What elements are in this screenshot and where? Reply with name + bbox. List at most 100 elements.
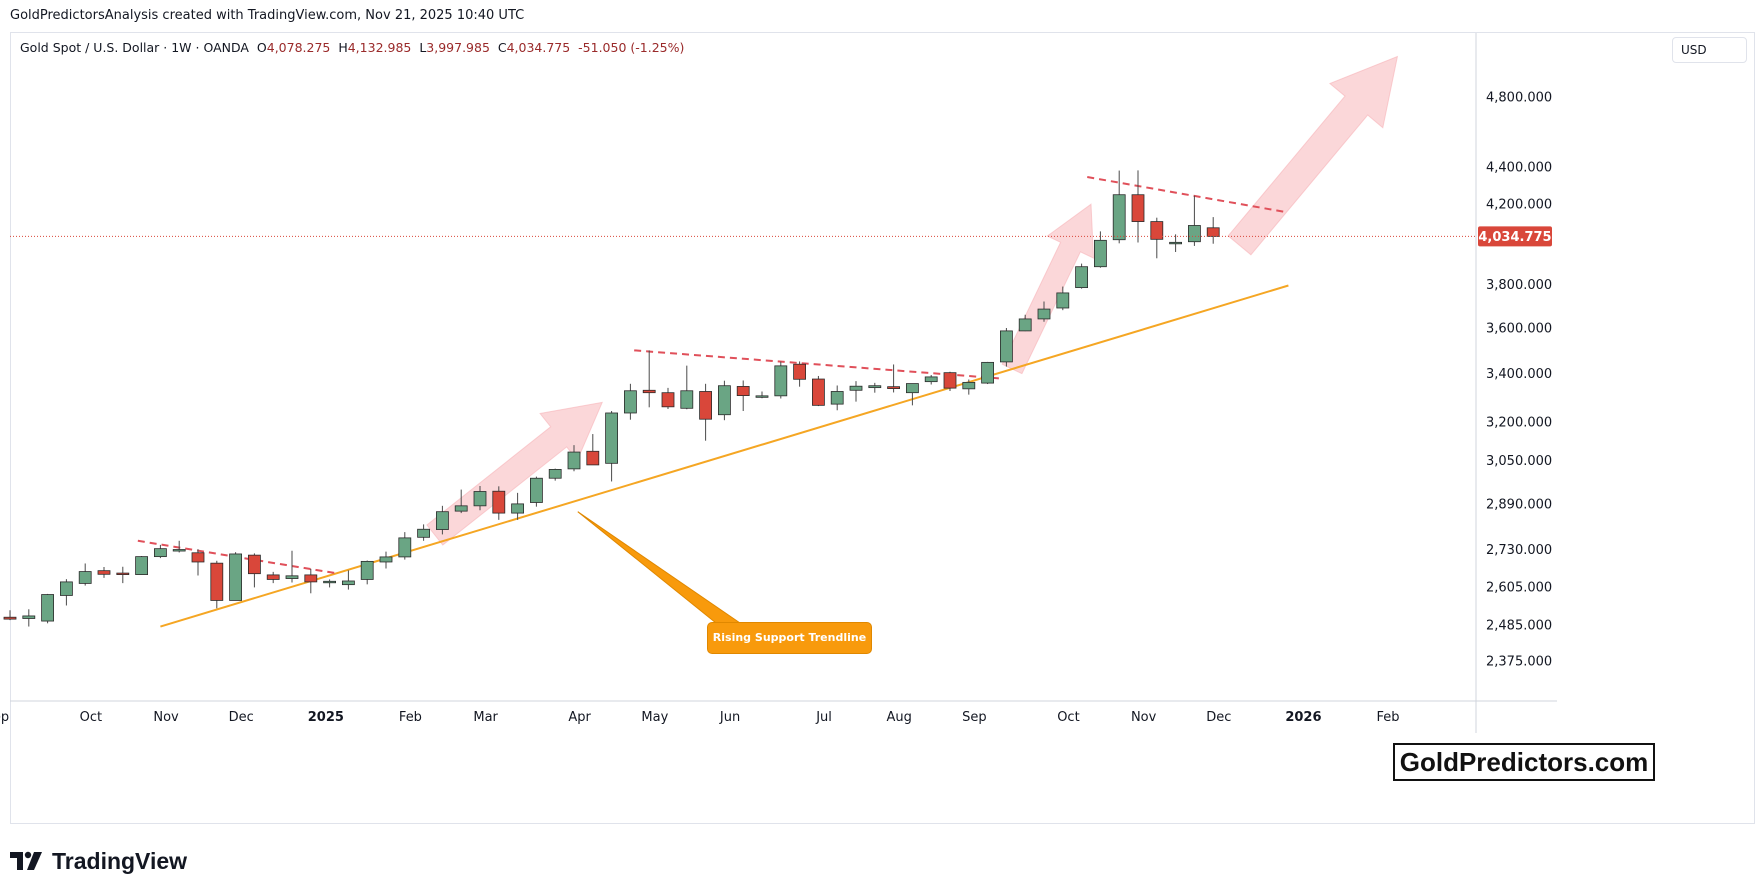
resistance-trendline[interactable] — [1087, 176, 1285, 213]
candle[interactable] — [266, 571, 280, 584]
candle-body — [755, 395, 769, 398]
candle-body — [60, 581, 73, 596]
candle[interactable] — [548, 468, 562, 481]
candle[interactable] — [454, 489, 468, 514]
candle[interactable] — [60, 579, 73, 606]
currency-button[interactable]: USD — [1672, 37, 1747, 63]
candle-body — [78, 571, 92, 584]
candle[interactable] — [360, 560, 374, 585]
candle-body — [22, 615, 36, 619]
candle[interactable] — [718, 380, 731, 421]
candle[interactable] — [1112, 170, 1126, 244]
candle[interactable] — [323, 579, 337, 588]
candle[interactable] — [1188, 195, 1201, 246]
candle[interactable] — [341, 570, 355, 590]
candle[interactable] — [435, 505, 449, 535]
candle[interactable] — [1000, 328, 1013, 367]
candle[interactable] — [1075, 263, 1088, 289]
candle[interactable] — [812, 375, 825, 407]
candle[interactable] — [304, 568, 318, 594]
candle[interactable] — [924, 375, 938, 385]
candle[interactable] — [830, 385, 844, 411]
candle[interactable] — [868, 382, 882, 393]
candle[interactable] — [680, 365, 694, 410]
candle[interactable] — [78, 563, 92, 586]
candle-body — [793, 363, 806, 380]
price-line-group: 4,034.775 — [10, 226, 1552, 247]
candle[interactable] — [116, 566, 130, 584]
candle[interactable] — [981, 361, 994, 385]
time-tick-label: Sep — [962, 710, 987, 725]
candle-body — [172, 549, 186, 552]
time-tick-label: Sep — [0, 710, 9, 725]
candle-body — [924, 376, 938, 383]
candle[interactable] — [22, 609, 36, 627]
candle[interactable] — [1131, 170, 1145, 243]
candle[interactable] — [943, 371, 957, 392]
candle[interactable] — [530, 476, 543, 507]
candle-body — [473, 491, 487, 507]
candle[interactable] — [191, 549, 205, 576]
candle[interactable] — [774, 361, 788, 399]
candle[interactable] — [511, 492, 525, 520]
candle[interactable] — [605, 411, 618, 482]
time-tick-label: Aug — [887, 710, 912, 725]
candle[interactable] — [1206, 217, 1220, 244]
candle[interactable] — [473, 486, 487, 511]
candle[interactable] — [229, 552, 243, 601]
candle[interactable] — [736, 380, 750, 412]
candle[interactable] — [1169, 234, 1182, 252]
time-tick-label: Oct — [80, 710, 102, 725]
candle-body — [341, 580, 355, 586]
candle[interactable] — [210, 560, 224, 609]
candle[interactable] — [172, 540, 186, 553]
candle-body — [210, 562, 224, 601]
candle[interactable] — [379, 551, 393, 569]
time-tick-label: Feb — [399, 710, 422, 725]
candle-body — [1112, 194, 1126, 241]
candle[interactable] — [41, 593, 54, 624]
candle[interactable] — [642, 350, 656, 408]
time-tick-label: Dec — [1206, 710, 1231, 725]
candle[interactable] — [398, 532, 412, 560]
candle[interactable] — [586, 434, 600, 466]
candle[interactable] — [887, 364, 900, 393]
candle[interactable] — [3, 610, 17, 621]
resistance-trendline[interactable] — [634, 349, 999, 380]
candle[interactable] — [793, 361, 806, 387]
candle-body — [398, 537, 412, 558]
close-value: 4,034.775 — [506, 40, 571, 55]
candle[interactable] — [849, 381, 863, 402]
candle[interactable] — [417, 524, 431, 541]
candle[interactable] — [699, 383, 712, 441]
candle[interactable] — [1018, 314, 1032, 332]
last-price-badge-text: 4,034.775 — [1478, 230, 1551, 245]
candle-body — [1206, 227, 1220, 237]
candle[interactable] — [1094, 231, 1107, 268]
candle[interactable] — [135, 556, 149, 575]
candle[interactable] — [1056, 286, 1070, 311]
candle[interactable] — [567, 445, 581, 472]
candle-body — [1075, 266, 1088, 289]
candle[interactable] — [97, 567, 111, 578]
support-trendline[interactable] — [160, 284, 1289, 628]
candle[interactable] — [755, 391, 769, 399]
candle[interactable] — [247, 553, 261, 588]
candle[interactable] — [624, 383, 637, 420]
candle[interactable] — [1150, 217, 1164, 259]
price-tick-label: 2,605.000 — [1486, 581, 1552, 596]
candle[interactable] — [153, 544, 167, 559]
candle-body — [511, 503, 525, 514]
candle[interactable] — [962, 379, 976, 395]
candle-body — [379, 556, 393, 563]
candle-body — [605, 412, 618, 464]
candle-body — [981, 361, 994, 384]
candle[interactable] — [492, 486, 506, 520]
candle[interactable] — [906, 383, 919, 406]
candle[interactable] — [661, 387, 675, 410]
candle[interactable] — [285, 550, 299, 583]
candle[interactable] — [1037, 301, 1051, 322]
tradingview-logo[interactable]: TradingView — [10, 848, 187, 874]
open-value: 4,078.275 — [266, 40, 331, 55]
